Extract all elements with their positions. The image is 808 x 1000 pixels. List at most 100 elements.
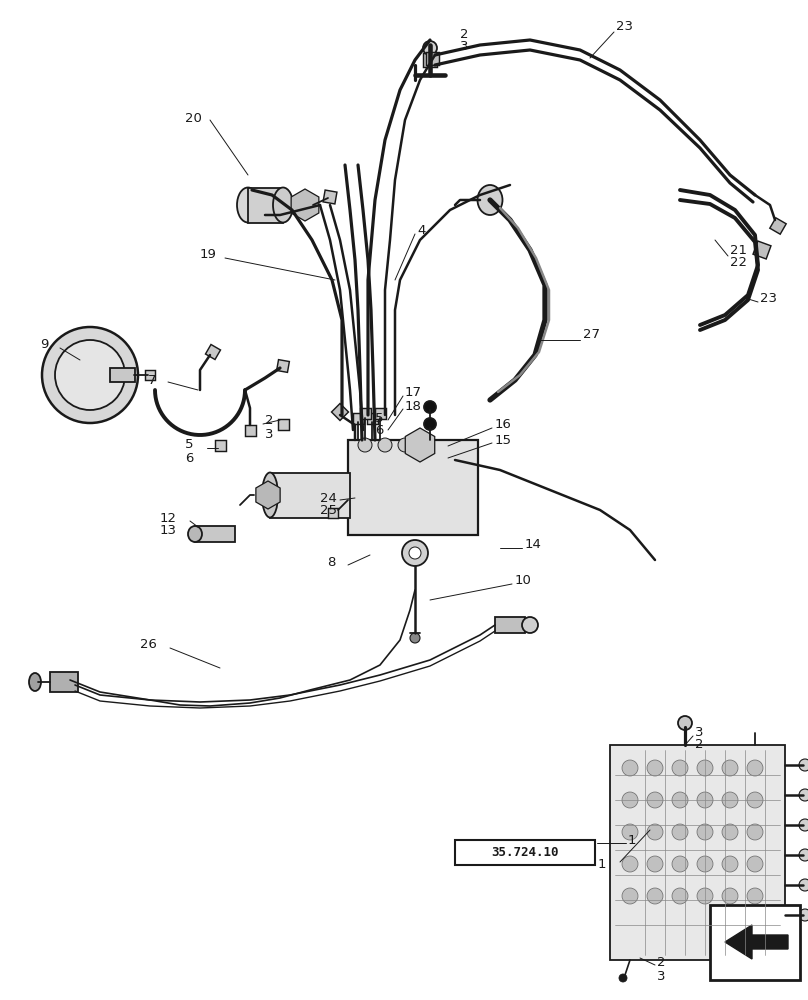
Circle shape xyxy=(799,759,808,771)
Circle shape xyxy=(622,792,638,808)
Circle shape xyxy=(398,438,412,452)
Circle shape xyxy=(358,438,372,452)
Circle shape xyxy=(722,856,738,872)
Circle shape xyxy=(747,824,763,840)
Text: 12: 12 xyxy=(160,512,177,524)
Bar xyxy=(423,53,437,67)
Text: 15: 15 xyxy=(495,434,512,446)
Text: 8: 8 xyxy=(327,556,335,568)
Bar xyxy=(610,745,785,960)
Polygon shape xyxy=(725,925,788,959)
Text: 21: 21 xyxy=(730,243,747,256)
Text: 3: 3 xyxy=(695,726,704,740)
Circle shape xyxy=(722,824,738,840)
Text: 23: 23 xyxy=(760,292,777,304)
Text: 17: 17 xyxy=(405,386,422,399)
Bar xyxy=(50,672,78,692)
Circle shape xyxy=(799,819,808,831)
Text: 4: 4 xyxy=(417,224,425,236)
Text: 6: 6 xyxy=(375,424,383,438)
Circle shape xyxy=(672,792,688,808)
Circle shape xyxy=(378,438,392,452)
Text: 2: 2 xyxy=(460,28,469,41)
Ellipse shape xyxy=(262,473,278,518)
Text: 25: 25 xyxy=(320,504,337,518)
Circle shape xyxy=(722,792,738,808)
Circle shape xyxy=(799,879,808,891)
Text: 2: 2 xyxy=(695,738,704,752)
Circle shape xyxy=(622,888,638,904)
Circle shape xyxy=(619,974,627,982)
Circle shape xyxy=(697,824,713,840)
Text: 9: 9 xyxy=(40,338,48,352)
Polygon shape xyxy=(256,481,280,509)
Circle shape xyxy=(424,418,436,430)
Circle shape xyxy=(672,856,688,872)
Text: 20: 20 xyxy=(185,111,202,124)
Bar xyxy=(710,905,800,980)
Ellipse shape xyxy=(237,188,259,223)
Polygon shape xyxy=(291,189,319,221)
Circle shape xyxy=(522,617,538,633)
Circle shape xyxy=(747,760,763,776)
Text: 13: 13 xyxy=(160,524,177,538)
Bar xyxy=(348,440,478,535)
Bar xyxy=(352,412,364,424)
Bar xyxy=(753,241,771,259)
Bar xyxy=(270,473,350,518)
Bar xyxy=(455,840,595,865)
Circle shape xyxy=(622,856,638,872)
Text: 22: 22 xyxy=(730,256,747,269)
Circle shape xyxy=(747,792,763,808)
Bar xyxy=(426,51,439,64)
Circle shape xyxy=(410,633,420,643)
Circle shape xyxy=(647,856,663,872)
Bar xyxy=(245,424,255,436)
Bar xyxy=(328,508,338,518)
Circle shape xyxy=(722,760,738,776)
Text: 35.724.10: 35.724.10 xyxy=(491,846,559,859)
Circle shape xyxy=(722,888,738,904)
Polygon shape xyxy=(406,428,435,462)
Circle shape xyxy=(799,849,808,861)
Circle shape xyxy=(423,41,437,55)
Circle shape xyxy=(697,760,713,776)
Ellipse shape xyxy=(29,673,41,691)
Circle shape xyxy=(697,888,713,904)
Circle shape xyxy=(672,824,688,840)
Text: 6: 6 xyxy=(185,452,193,464)
Text: 24: 24 xyxy=(320,491,337,504)
Bar xyxy=(331,404,348,420)
Text: 3: 3 xyxy=(265,428,273,440)
Text: 1: 1 xyxy=(598,858,607,871)
Text: 5: 5 xyxy=(375,412,384,424)
Bar xyxy=(323,190,337,204)
Circle shape xyxy=(697,792,713,808)
Circle shape xyxy=(622,760,638,776)
Circle shape xyxy=(647,888,663,904)
Text: 16: 16 xyxy=(495,418,512,432)
Bar xyxy=(374,408,385,418)
Text: 1: 1 xyxy=(628,834,637,846)
Bar xyxy=(248,188,283,223)
Text: 2: 2 xyxy=(657,956,666,970)
Circle shape xyxy=(747,856,763,872)
Bar xyxy=(205,344,221,360)
Bar xyxy=(495,617,525,633)
Circle shape xyxy=(747,888,763,904)
Bar xyxy=(145,370,155,380)
Bar xyxy=(110,368,135,382)
Circle shape xyxy=(409,547,421,559)
Bar xyxy=(367,412,377,424)
Text: 27: 27 xyxy=(583,328,600,342)
Text: 18: 18 xyxy=(405,399,422,412)
Text: 2: 2 xyxy=(265,414,273,428)
Text: 7: 7 xyxy=(148,373,157,386)
Circle shape xyxy=(672,760,688,776)
Text: 14: 14 xyxy=(525,538,542,552)
Ellipse shape xyxy=(188,526,202,542)
Ellipse shape xyxy=(273,188,293,223)
Text: 3: 3 xyxy=(460,40,469,53)
Ellipse shape xyxy=(478,185,503,215)
Bar xyxy=(195,526,235,542)
